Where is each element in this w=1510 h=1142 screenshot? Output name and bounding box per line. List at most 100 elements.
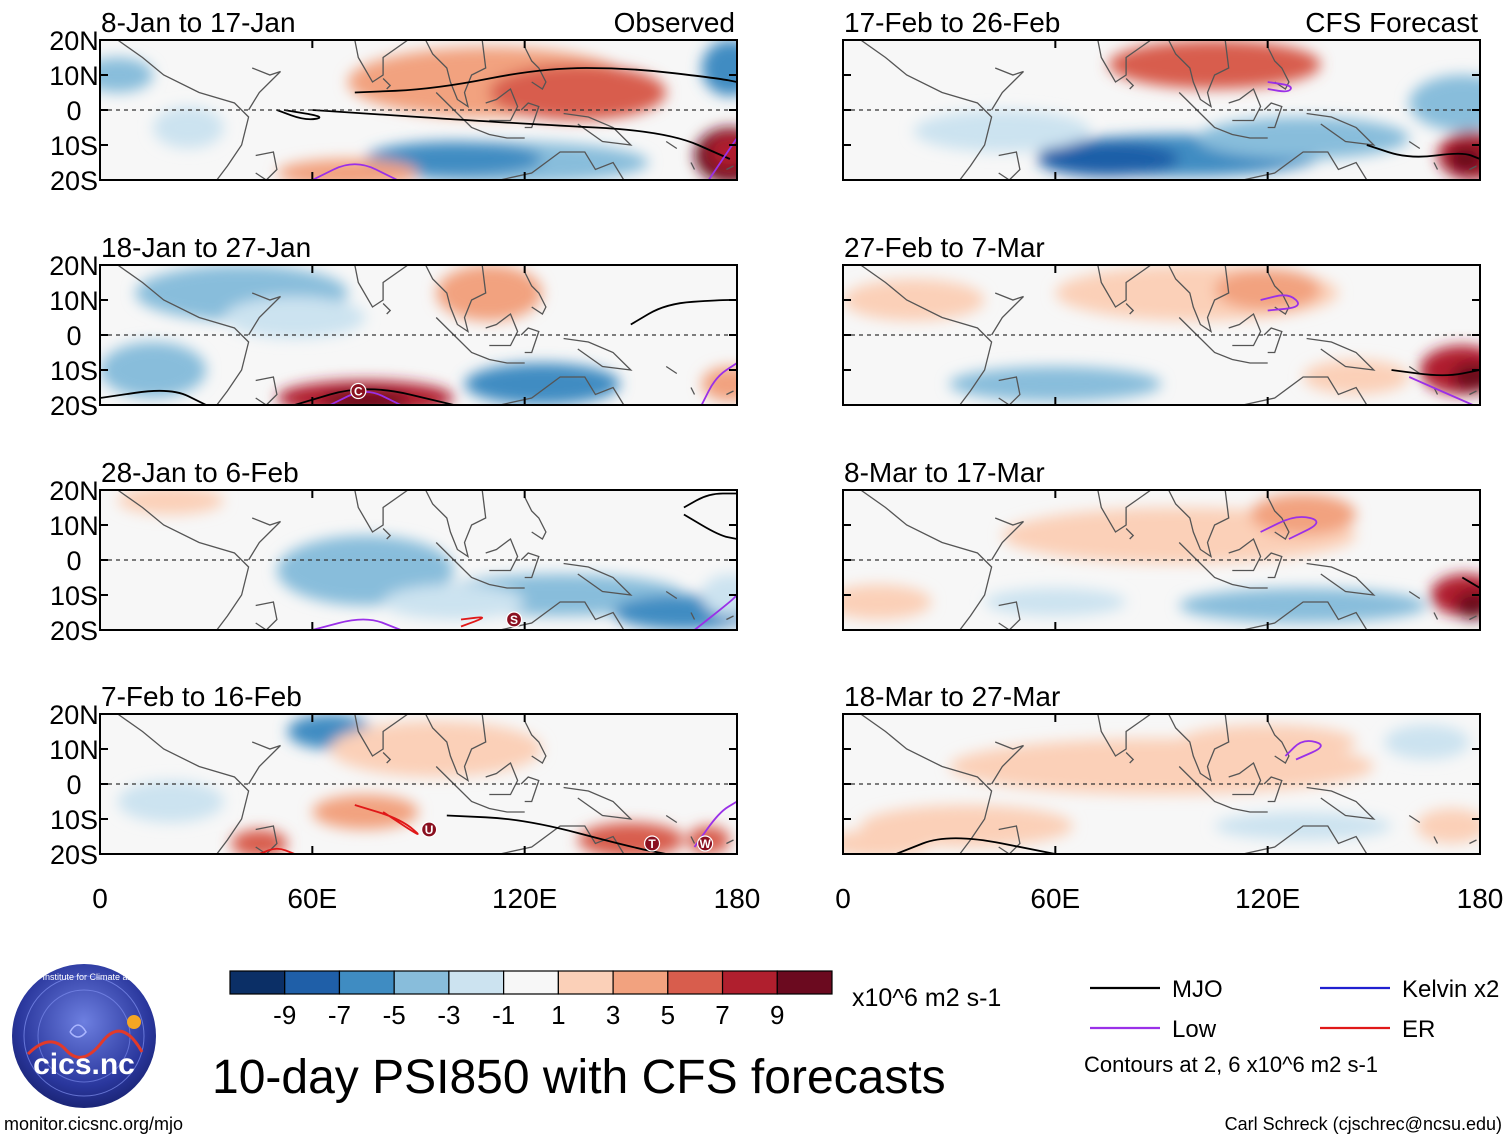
coastline: [520, 102, 540, 129]
footer-credit: Carl Schreck (cjschrec@ncsu.edu): [1224, 1114, 1502, 1134]
y-tick-label: 10S: [50, 131, 98, 161]
coastline: [1433, 836, 1439, 844]
anomaly-area: [913, 110, 1091, 152]
coastline: [485, 87, 519, 122]
coastline: [255, 376, 278, 405]
coastline: [1125, 528, 1135, 540]
coastline: [301, 490, 409, 533]
anomaly-area: [1384, 724, 1470, 760]
coastline: [382, 752, 392, 764]
coastline: [425, 265, 487, 333]
storm-marker-label: S: [510, 613, 518, 627]
coastline: [499, 601, 625, 630]
colorbar-swatch: [612, 970, 669, 995]
coastline: [520, 327, 540, 354]
map-panel: 8-Mar to 17-Mar: [842, 457, 1481, 631]
coastline: [117, 265, 250, 405]
coastline: [1044, 40, 1152, 83]
colorbar-swatch: [503, 970, 559, 995]
coastline: [690, 162, 696, 170]
coastline: [1408, 140, 1421, 150]
map-panel: 27-Feb to 7-Mar: [842, 232, 1481, 406]
logo-wordmark: cics.nc: [33, 1048, 135, 1081]
coastline: [248, 67, 281, 111]
coastline: [1469, 165, 1477, 171]
coastline: [1408, 590, 1421, 600]
coastline: [726, 615, 734, 621]
low-contour: [1284, 740, 1322, 761]
colorbar-units: x10^6 m2 s-1: [852, 984, 1002, 1012]
coastline: [991, 517, 1024, 561]
coastline: [1267, 46, 1290, 90]
anomaly-area: [489, 64, 667, 121]
coastline: [1168, 490, 1230, 558]
coastline: [117, 714, 250, 854]
anomaly-area: [276, 535, 454, 606]
coastline: [726, 390, 734, 396]
anomaly-area: [464, 363, 621, 405]
anomaly-area: [1179, 588, 1427, 623]
colorbar-label: -9: [273, 1000, 296, 1030]
y-tick-label: 0: [66, 546, 81, 576]
colorbar-swatch: [667, 970, 724, 995]
storm-marker-dot: [350, 382, 367, 400]
low-contour: [693, 594, 737, 630]
coastline: [1469, 839, 1477, 845]
x-tick-label: 60E: [287, 883, 337, 914]
coastline: [117, 490, 250, 630]
map-panel: 8-Jan to 17-Jan Observed 20N 10N 0 10S 20S: [49, 7, 738, 196]
coastline: [1178, 542, 1268, 589]
coastline: [1267, 720, 1290, 764]
mjo-contour: [1461, 576, 1480, 589]
y-tick-label: 10N: [49, 511, 99, 541]
mjo-contour: [294, 388, 455, 405]
coastline: [1469, 615, 1477, 621]
panel-period: 17-Feb to 26-Feb: [844, 7, 1060, 38]
storm-marker: U: [421, 821, 438, 838]
anomaly-area: [330, 721, 543, 777]
coastline: [1044, 714, 1152, 757]
coastline: [1263, 776, 1283, 803]
coastline: [1263, 552, 1283, 579]
colorbar-swatch: [229, 970, 286, 995]
coastline: [1267, 271, 1290, 315]
coastline: [382, 303, 392, 315]
x-tick-label: 120E: [492, 883, 557, 914]
coastline: [1242, 601, 1368, 630]
storm-marker-label: U: [425, 823, 434, 837]
anomaly-area: [322, 391, 408, 405]
x-tick-label: 180: [714, 883, 761, 914]
y-tick-label: 10N: [49, 286, 99, 316]
y-tick-label: 20N: [49, 476, 99, 506]
coastline: [117, 40, 250, 180]
x-tick-label: 180: [1457, 883, 1504, 914]
coastline: [563, 786, 633, 820]
coastline: [248, 517, 281, 561]
coastline: [1408, 814, 1421, 824]
anomaly-area: [1179, 724, 1357, 760]
coastline: [382, 78, 392, 90]
storm-marker-dot: [643, 835, 661, 852]
coastline: [1433, 162, 1439, 170]
coastline: [1044, 265, 1152, 308]
anomaly-area: [223, 296, 366, 339]
y-tick-label: 0: [66, 770, 81, 800]
legend-label: Low: [1172, 1016, 1217, 1043]
coastline: [524, 271, 547, 315]
coastline: [1178, 92, 1268, 139]
coastline: [690, 836, 696, 844]
storm-marker: T: [643, 835, 661, 852]
storm-marker: S: [505, 611, 523, 628]
coastline: [1228, 87, 1262, 122]
storm-marker-dot: [505, 611, 523, 628]
coastline: [665, 140, 678, 150]
coastline: [998, 151, 1021, 180]
coastline: [690, 387, 696, 395]
coastline: [1469, 390, 1477, 396]
anomaly-area: [1409, 75, 1480, 131]
panel-period: 18-Jan to 27-Jan: [101, 232, 311, 263]
coastline: [1178, 766, 1268, 813]
anomaly-area: [843, 584, 932, 620]
coastline: [1242, 376, 1368, 405]
mjo-contour: [446, 814, 667, 854]
